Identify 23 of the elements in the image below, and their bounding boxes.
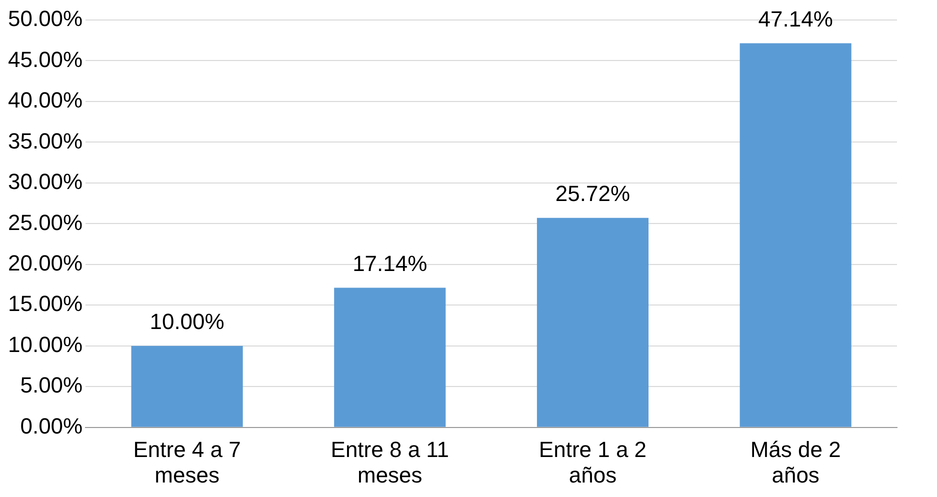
y-tick-label: 25.00%	[8, 210, 83, 235]
y-tick-label: 40.00%	[8, 88, 83, 113]
y-tick-label: 30.00%	[8, 169, 83, 194]
data-label: 47.14%	[758, 6, 833, 32]
data-label: 25.72%	[555, 180, 630, 206]
y-tick-label: 20.00%	[8, 250, 83, 276]
data-label: 17.14%	[352, 250, 428, 276]
x-tick-label: Entre 8 a 11 meses	[330, 437, 449, 488]
y-tick-label: 10.00%	[8, 332, 83, 357]
bar	[131, 346, 243, 427]
y-tick-label: 50.00%	[8, 6, 83, 32]
y-tick-label: 0.00%	[20, 413, 83, 438]
bar	[740, 43, 852, 427]
bar	[334, 288, 446, 427]
y-tick-label: 45.00%	[8, 46, 83, 72]
y-tick-label: 35.00%	[8, 128, 83, 154]
x-tick-label: Entre 1 a 2 años	[538, 437, 647, 488]
bar	[536, 218, 649, 427]
x-tick-label: Entre 4 a 7 meses	[133, 437, 241, 488]
y-tick-label: 5.00%	[20, 372, 83, 398]
x-tick-label: Más de 2 años	[750, 437, 841, 488]
y-tick-label: 15.00%	[8, 291, 83, 316]
data-label: 10.00%	[150, 308, 224, 334]
